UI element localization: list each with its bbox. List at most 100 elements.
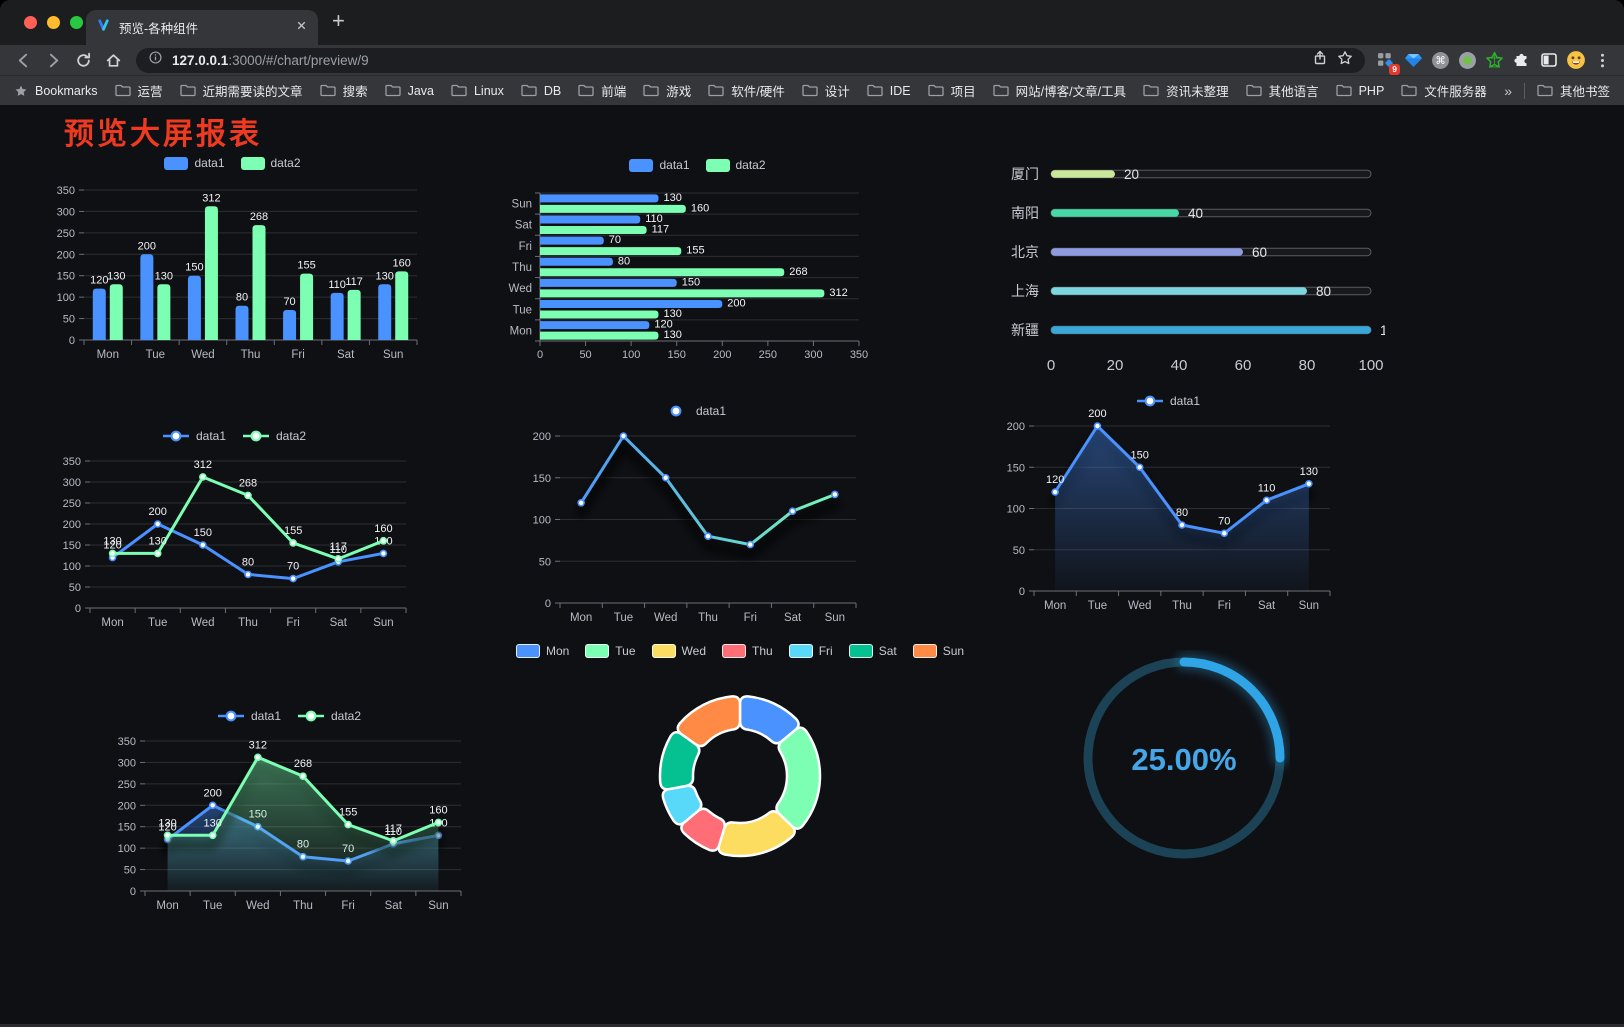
svg-text:150: 150 — [118, 822, 136, 834]
svg-text:120: 120 — [1046, 474, 1064, 486]
bookmark-folder[interactable]: 游戏 — [643, 81, 691, 100]
extension-record-icon[interactable] — [1454, 51, 1481, 70]
legend-Sat[interactable]: Sat — [848, 644, 897, 658]
legend-Sun[interactable]: Sun — [912, 644, 964, 658]
browser-tab[interactable]: 预览-各种组件 — [86, 10, 318, 45]
folder-icon — [114, 84, 131, 97]
bookmarks-manager[interactable]: Bookmarks — [14, 84, 98, 98]
bookmark-folder[interactable]: 运营 — [114, 81, 163, 100]
bookmark-folder[interactable]: 软件/硬件 — [708, 81, 785, 100]
legend-data1[interactable]: data1 — [662, 404, 726, 418]
bookmark-folder[interactable]: 其他语言 — [1245, 81, 1319, 100]
bookmark-folder[interactable]: 近期需要读的文章 — [179, 81, 303, 100]
bookmark-folder[interactable]: 文件服务器 — [1401, 81, 1487, 100]
svg-text:50: 50 — [539, 556, 551, 568]
browser-menu-icon[interactable] — [1589, 52, 1616, 69]
svg-text:Tue: Tue — [203, 900, 222, 912]
svg-text:350: 350 — [63, 456, 81, 468]
legend-data1[interactable]: data1 — [164, 156, 225, 170]
single-area-line-canvas: 0 50 100 150 200 Mon Tue Wed Thu Fri Sat Sun 120 200 1… — [1007, 408, 1331, 612]
bookmarks-overflow-button[interactable]: » — [1504, 82, 1512, 99]
svg-text:Sun: Sun — [428, 900, 448, 912]
bookmark-folder[interactable]: 网站/博客/文章/工具 — [992, 81, 1126, 100]
bookmarks-label: Bookmarks — [35, 83, 98, 98]
svg-text:Tue: Tue — [148, 617, 167, 629]
svg-text:Fri: Fri — [1218, 600, 1231, 612]
svg-text:⌘: ⌘ — [1435, 55, 1446, 67]
bookmarks-bar: Bookmarks 运营 近期需要读的文章 搜索 Java Linux DB 前端 游戏 软件/… — [0, 75, 1624, 105]
legend-data1[interactable]: data1 — [162, 429, 226, 443]
legend-swatch — [705, 158, 730, 172]
svg-text:Tue: Tue — [513, 304, 532, 316]
legend-data1[interactable]: data1 — [629, 158, 690, 172]
bookmark-folder[interactable]: 设计 — [802, 81, 850, 100]
legend-Tue[interactable]: Tue — [585, 644, 636, 658]
legend-data2[interactable]: data2 — [242, 429, 306, 443]
svg-text:80: 80 — [236, 292, 248, 304]
legend-data2[interactable]: data2 — [705, 158, 766, 172]
single-area-chart: data1 0 50 100 150 200 Mon Tue Wed Thu Fri Sat Sun 12… — [992, 388, 1344, 618]
legend-Thu[interactable]: Thu — [722, 644, 773, 658]
legend-data1[interactable]: data1 — [1136, 394, 1200, 408]
svg-text:200: 200 — [1088, 408, 1106, 420]
extensions-puzzle-icon[interactable] — [1508, 51, 1535, 69]
bookmark-folders: 运营 近期需要读的文章 搜索 Java Linux DB 前端 游戏 软件/硬件 设计 IDE 项目网… — [114, 81, 1505, 100]
bookmark-folder[interactable]: PHP — [1335, 81, 1384, 100]
svg-text:100: 100 — [622, 349, 640, 361]
svg-text:120: 120 — [158, 822, 176, 834]
legend-line-marker — [1136, 395, 1163, 407]
svg-text:Sat: Sat — [515, 220, 533, 232]
svg-text:Mon: Mon — [97, 349, 119, 361]
site-info-icon[interactable] — [148, 50, 163, 70]
svg-text:50: 50 — [579, 349, 591, 361]
legend-Fri[interactable]: Fri — [788, 644, 833, 658]
svg-text:300: 300 — [63, 477, 81, 489]
forward-icon[interactable] — [38, 52, 68, 69]
svg-text:100: 100 — [1007, 504, 1025, 516]
other-bookmarks-folder[interactable]: 其他书签 — [1537, 81, 1610, 100]
url-bar[interactable]: 127.0.0.1:3000/#/chart/preview/9 — [136, 47, 1365, 73]
profile-emoji-icon[interactable] — [1562, 50, 1589, 70]
bookmark-folder[interactable]: 项目 — [927, 81, 976, 100]
svg-text:130: 130 — [663, 308, 681, 320]
bookmark-folder[interactable]: 搜索 — [319, 81, 368, 100]
folder-icon — [643, 84, 659, 97]
svg-text:268: 268 — [239, 477, 257, 489]
svg-text:Fri: Fri — [291, 349, 304, 361]
svg-text:Wed: Wed — [191, 349, 214, 361]
legend-data2[interactable]: data2 — [240, 156, 301, 170]
back-icon[interactable] — [8, 52, 38, 69]
legend-data1[interactable]: data1 — [217, 709, 281, 723]
url-text[interactable]: 127.0.0.1:3000/#/chart/preview/9 — [172, 53, 369, 68]
sidebar-toggle-icon[interactable] — [1535, 51, 1562, 69]
close-window-button[interactable] — [24, 16, 37, 29]
bookmark-folder[interactable]: DB — [521, 81, 561, 100]
reload-icon[interactable] — [68, 52, 98, 69]
svg-text:Sat: Sat — [385, 900, 403, 912]
svg-text:0: 0 — [130, 886, 136, 898]
extension-command-icon[interactable]: ⌘ — [1427, 51, 1454, 70]
bookmark-folder[interactable]: 资讯未整理 — [1143, 81, 1229, 100]
bookmark-folder[interactable]: IDE — [867, 81, 911, 100]
maximize-window-button[interactable] — [70, 16, 83, 29]
tab-close-icon[interactable] — [295, 19, 308, 37]
bookmark-star-icon[interactable] — [1337, 50, 1353, 71]
bookmark-folder[interactable]: Java — [384, 81, 434, 100]
extension-green-star-icon[interactable] — [1481, 51, 1508, 70]
bookmark-folder[interactable]: 前端 — [578, 81, 626, 100]
svg-text:110: 110 — [328, 279, 346, 291]
svg-text:50: 50 — [69, 582, 81, 594]
legend-swatch — [515, 644, 540, 658]
legend-data2[interactable]: data2 — [297, 709, 361, 723]
bookmark-folder[interactable]: Linux — [451, 81, 504, 100]
svg-text:312: 312 — [829, 287, 847, 299]
legend-Wed[interactable]: Wed — [651, 644, 706, 658]
svg-text:新疆: 新疆 — [1011, 322, 1039, 338]
share-icon[interactable] — [1312, 50, 1328, 71]
extension-tabs-icon[interactable]: 9 — [1373, 51, 1400, 75]
minimize-window-button[interactable] — [47, 16, 60, 29]
legend-Mon[interactable]: Mon — [515, 644, 569, 658]
extension-gem-icon[interactable] — [1400, 53, 1427, 68]
new-tab-button[interactable]: + — [332, 8, 345, 33]
home-icon[interactable] — [98, 52, 128, 69]
